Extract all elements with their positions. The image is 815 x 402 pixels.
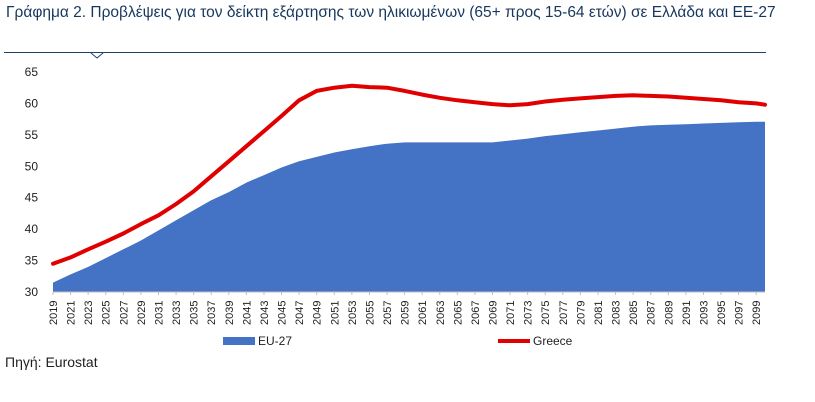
x-tick-label: 2079 — [575, 301, 587, 325]
x-tick-label: 2047 — [294, 301, 306, 325]
series-line-greece — [51, 83, 767, 266]
y-tick-label: 35 — [25, 254, 39, 268]
y-tick-label: 50 — [25, 159, 39, 173]
x-tick-label: 2019 — [48, 301, 60, 325]
source-note: Πηγή: Eurostat — [5, 354, 98, 370]
x-tick-label: 2065 — [452, 301, 464, 325]
x-tick-label: 2031 — [153, 301, 165, 325]
legend: EU-27 Greece — [223, 334, 573, 348]
legend-swatch-eu27 — [223, 337, 255, 345]
y-tick-label: 65 — [25, 65, 39, 79]
x-tick-label: 2095 — [716, 301, 728, 325]
title-divider-notch — [90, 52, 104, 59]
x-tick-label: 2041 — [241, 301, 253, 325]
x-tick-label: 2037 — [206, 301, 218, 325]
y-tick-label: 55 — [25, 128, 39, 142]
x-tick-label: 2043 — [259, 301, 271, 325]
x-tick-label: 2059 — [400, 301, 412, 325]
x-tick-label: 2021 — [66, 301, 78, 325]
x-tick-label: 2089 — [663, 301, 675, 325]
series-area-eu27 — [53, 121, 765, 292]
x-tick-label: 2039 — [224, 301, 236, 325]
x-tick-label: 2085 — [628, 301, 640, 325]
title-divider — [4, 52, 766, 53]
x-tick-label: 2091 — [681, 301, 693, 325]
y-tick-label: 45 — [25, 191, 39, 205]
x-tick-label: 2063 — [435, 301, 447, 325]
x-tick-label: 2097 — [734, 301, 746, 325]
x-tick-label: 2071 — [505, 301, 517, 325]
dependency-ratio-chart: 30 35 40 45 50 55 60 65 2019 2021 2023 2025 2027 2029… — [25, 52, 767, 348]
x-tick-label: 2035 — [189, 301, 201, 325]
x-tick-label: 2073 — [523, 301, 535, 325]
plot-area — [51, 83, 767, 292]
x-tick-label: 2057 — [382, 301, 394, 325]
x-tick-label: 2045 — [277, 301, 289, 325]
x-tick-label: 2029 — [136, 301, 148, 325]
x-tick-label: 2099 — [751, 301, 763, 325]
x-tick-label: 2087 — [646, 301, 658, 325]
x-tick-label: 2033 — [171, 301, 183, 325]
x-tick-label: 2053 — [347, 301, 359, 325]
chart-title: Γράφημα 2. Προβλέψεις για τον δείκτη εξά… — [6, 4, 776, 21]
x-tick-label: 2069 — [488, 301, 500, 325]
x-tick-label: 2023 — [83, 301, 95, 325]
x-tick-label: 2051 — [329, 301, 341, 325]
legend-label: Greece — [533, 334, 573, 348]
x-tick-label: 2025 — [101, 301, 113, 325]
axis-layer: 30 35 40 45 50 55 60 65 2019 2021 2023 2025 2027 2029… — [25, 65, 765, 325]
legend-label: EU-27 — [258, 334, 292, 348]
y-tick-label: 60 — [25, 96, 39, 110]
y-tick-label: 30 — [25, 285, 39, 299]
x-tick-label: 2049 — [312, 301, 324, 325]
x-tick-label: 2055 — [364, 301, 376, 325]
x-tick-label: 2075 — [540, 301, 552, 325]
x-tick-label: 2061 — [417, 301, 429, 325]
y-tick-label: 40 — [25, 222, 39, 236]
x-tick-label: 2027 — [118, 301, 130, 325]
x-tick-label: 2067 — [470, 301, 482, 325]
x-tick-label: 2093 — [698, 301, 710, 325]
x-tick-label: 2083 — [611, 301, 623, 325]
x-tick-label: 2077 — [558, 301, 570, 325]
x-tick-label: 2081 — [593, 301, 605, 325]
